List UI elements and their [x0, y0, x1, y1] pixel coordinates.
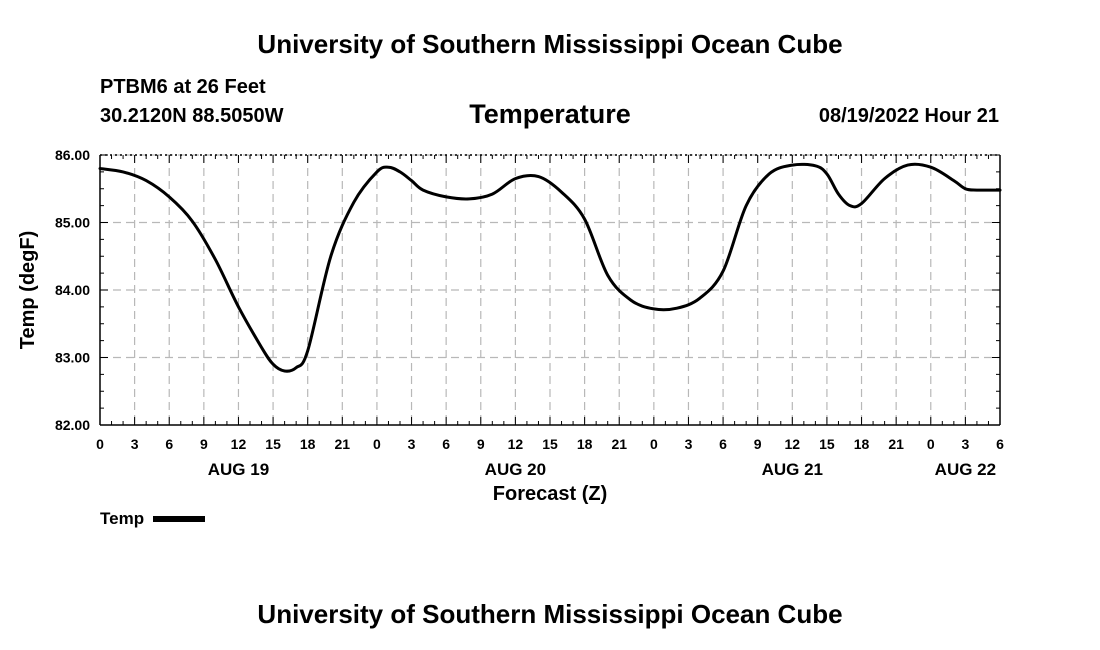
x-tick-label: 21 [888, 436, 904, 452]
forecast-datetime: 08/19/2022 Hour 21 [818, 105, 999, 127]
x-tick-label: 15 [819, 436, 835, 452]
legend-swatch [153, 516, 206, 522]
x-tick-label: 9 [200, 436, 208, 452]
x-tick-label: 3 [685, 436, 693, 452]
x-tick-label: 6 [165, 436, 173, 452]
x-tick-label: 9 [477, 436, 485, 452]
x-tick-label: 0 [96, 436, 104, 452]
y-tick-label: 83.00 [55, 350, 90, 366]
x-tick-label: 21 [335, 436, 351, 452]
x-tick-label: 3 [408, 436, 416, 452]
y-tick-label: 85.00 [55, 215, 90, 231]
x-tick-label: 12 [785, 436, 801, 452]
x-tick-label: 0 [927, 436, 935, 452]
x-tick-label: 15 [542, 436, 558, 452]
x-axis-label: Forecast (Z) [493, 483, 607, 505]
x-tick-label: 6 [719, 436, 727, 452]
x-tick-label: 3 [131, 436, 139, 452]
coordinates-label: 30.2120N 88.5050W [100, 105, 284, 127]
series-line-temp [98, 162, 1002, 373]
date-label: AUG 22 [935, 460, 996, 479]
footer-title: University of Southern Mississippi Ocean… [257, 599, 843, 629]
station-label: PTBM6 at 26 Feet [100, 76, 266, 98]
chart-title: University of Southern Mississippi Ocean… [257, 29, 843, 59]
y-axis-label: Temp (degF) [17, 231, 39, 350]
y-tick-label: 86.00 [55, 147, 90, 163]
x-tick-label: 12 [508, 436, 524, 452]
x-tick-label: 18 [854, 436, 870, 452]
x-tick-label: 3 [961, 436, 969, 452]
legend-label: Temp [100, 509, 145, 528]
x-tick-label: 18 [577, 436, 593, 452]
y-tick-label: 82.00 [55, 417, 90, 433]
x-tick-label: 12 [231, 436, 247, 452]
x-tick-label: 9 [754, 436, 762, 452]
parameter-title: Temperature [469, 99, 631, 129]
x-tick-label: 0 [650, 436, 658, 452]
x-tick-label: 21 [611, 436, 627, 452]
x-tick-label: 0 [373, 436, 381, 452]
x-tick-label: 15 [265, 436, 281, 452]
x-tick-label: 6 [996, 436, 1004, 452]
date-label: AUG 21 [762, 460, 823, 479]
x-tick-label: 18 [300, 436, 316, 452]
y-tick-label: 84.00 [55, 282, 90, 298]
date-label: AUG 20 [485, 460, 546, 479]
date-label: AUG 19 [208, 460, 269, 479]
legend: Temp [100, 509, 206, 529]
x-tick-label: 6 [442, 436, 450, 452]
